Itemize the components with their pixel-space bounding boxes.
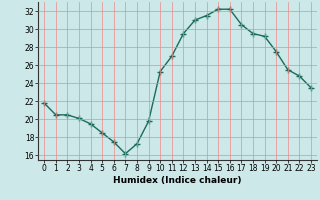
X-axis label: Humidex (Indice chaleur): Humidex (Indice chaleur) <box>113 176 242 185</box>
